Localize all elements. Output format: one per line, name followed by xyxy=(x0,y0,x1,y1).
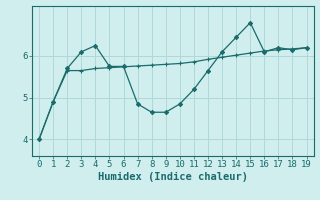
X-axis label: Humidex (Indice chaleur): Humidex (Indice chaleur) xyxy=(98,172,248,182)
